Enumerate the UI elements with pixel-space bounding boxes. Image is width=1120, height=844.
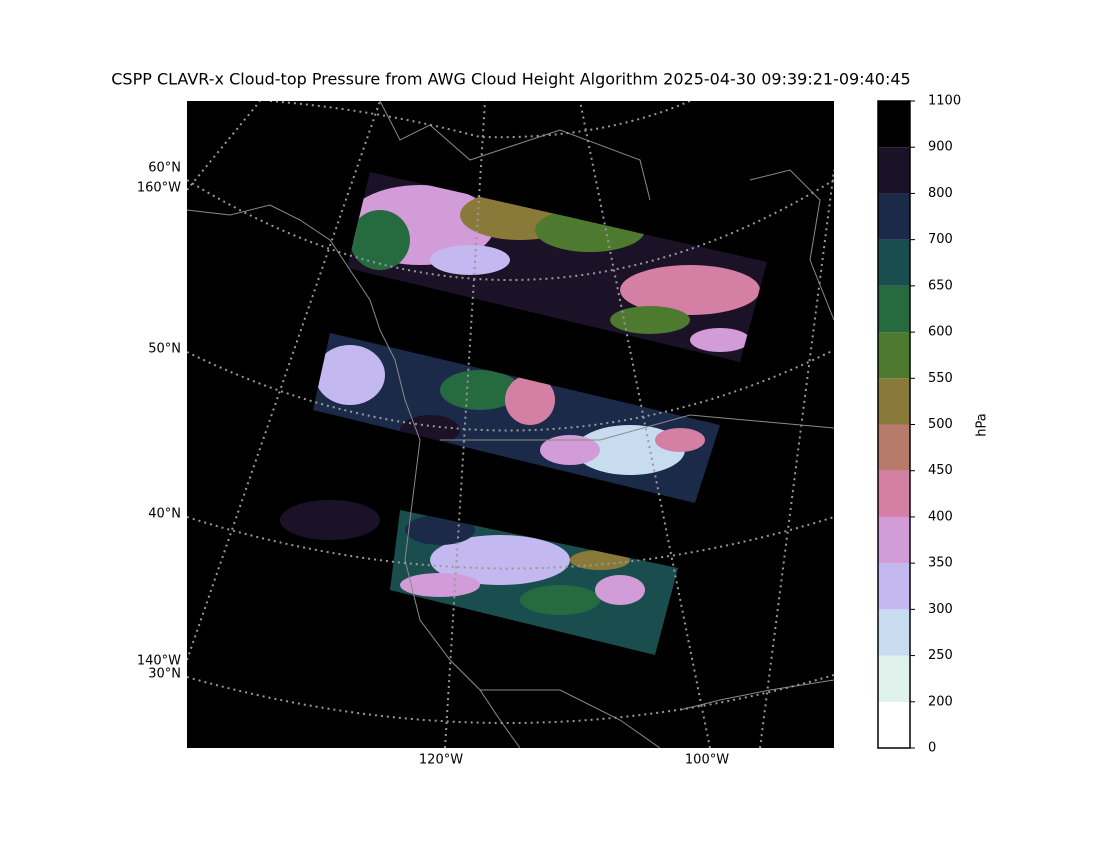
colorbar-segment — [878, 285, 910, 333]
colorbar-segment — [878, 239, 910, 286]
lon-label: 140°W — [137, 654, 181, 669]
meridian — [187, 101, 261, 191]
colorbar-segment — [878, 193, 910, 240]
border — [480, 679, 834, 748]
colorbar-tick-label: 200 — [928, 694, 953, 709]
colorbar-tick-label: 0 — [928, 741, 936, 756]
coastline — [187, 204, 521, 748]
colorbar-segment — [878, 701, 910, 748]
colorbar-tick-label: 650 — [928, 278, 953, 293]
colorbar-segment — [878, 332, 910, 379]
lat-label: 50°N — [148, 342, 181, 357]
colorbar-tick-label: 1100 — [928, 94, 961, 109]
lat-label: 40°N — [148, 507, 181, 522]
colorbar-tick-label: 700 — [928, 232, 953, 247]
colorbar-segment — [878, 609, 910, 656]
lon-label: 100°W — [685, 753, 729, 768]
lon-label: 120°W — [419, 753, 463, 768]
coastline — [379, 101, 651, 201]
parallel — [187, 179, 834, 281]
meridian — [579, 101, 711, 748]
lat-label: 60°N — [148, 161, 181, 176]
colorbar-segment — [878, 655, 910, 702]
lat-label: 30°N — [148, 667, 181, 682]
colorbar-tick-label: 800 — [928, 186, 953, 201]
meridian — [187, 101, 381, 661]
colorbar-tick-label: 550 — [928, 371, 953, 386]
colorbar-segment — [878, 378, 910, 425]
lon-label: 160°W — [137, 181, 181, 196]
meridian — [444, 101, 486, 748]
colorbar-tick-label: 250 — [928, 648, 953, 663]
map — [187, 101, 834, 748]
meridian — [759, 169, 834, 748]
colorbar-label: hPa — [975, 413, 990, 436]
cloud-patch — [280, 500, 380, 540]
colorbar-segment — [878, 147, 910, 194]
colorbar-segment — [878, 424, 910, 471]
colorbar-tick-label: 400 — [928, 509, 953, 524]
title: CSPP CLAVR-x Cloud-top Pressure from AWG… — [111, 70, 910, 89]
colorbar-tick-label: 450 — [928, 463, 953, 478]
colorbar-tick-label: 600 — [928, 325, 953, 340]
border — [440, 414, 834, 441]
parallel — [269, 101, 691, 139]
colorbar-tick-label: 500 — [928, 417, 953, 432]
colorbar-tick-label: 300 — [928, 602, 953, 617]
colorbar-segment — [878, 470, 910, 517]
coastline — [749, 169, 834, 321]
colorbar: 0 200 250 300 350 400 450 500 550 600 650 700 800 900… — [877, 94, 961, 756]
colorbar-tick-label: 900 — [928, 140, 953, 155]
colorbar-segment — [878, 563, 910, 610]
colorbar-segment — [878, 516, 910, 564]
colorbar-segment — [878, 101, 910, 148]
colorbar-tick-label: 350 — [928, 556, 953, 571]
